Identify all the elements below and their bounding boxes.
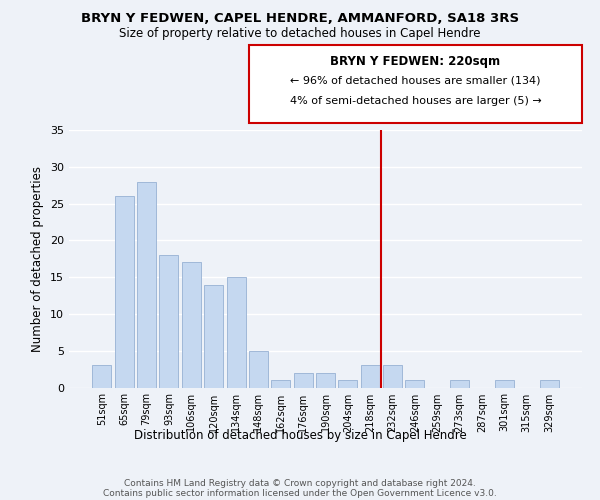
Bar [450,380,469,388]
Text: 4% of semi-detached houses are larger (5) →: 4% of semi-detached houses are larger (5… [290,96,541,106]
Text: BRYN Y FEDWEN: 220sqm: BRYN Y FEDWEN: 220sqm [331,55,500,68]
Bar [227,277,245,388]
Text: BRYN Y FEDWEN, CAPEL HENDRE, AMMANFORD, SA18 3RS: BRYN Y FEDWEN, CAPEL HENDRE, AMMANFORD, … [81,12,519,26]
Bar [137,182,156,388]
Text: Distribution of detached houses by size in Capel Hendre: Distribution of detached houses by size … [134,428,466,442]
Bar [495,380,514,388]
Bar [160,255,178,388]
Bar [361,366,380,388]
Bar [383,366,402,388]
Bar [204,284,223,388]
Text: Contains HM Land Registry data © Crown copyright and database right 2024.: Contains HM Land Registry data © Crown c… [124,480,476,488]
Bar [182,262,201,388]
Bar [115,196,134,388]
Bar [338,380,358,388]
Text: Size of property relative to detached houses in Capel Hendre: Size of property relative to detached ho… [119,28,481,40]
Text: Contains public sector information licensed under the Open Government Licence v3: Contains public sector information licen… [103,490,497,498]
Bar [539,380,559,388]
Bar [406,380,424,388]
Bar [271,380,290,388]
Text: ← 96% of detached houses are smaller (134): ← 96% of detached houses are smaller (13… [290,76,541,86]
Bar [316,373,335,388]
Bar [293,373,313,388]
Y-axis label: Number of detached properties: Number of detached properties [31,166,44,352]
Bar [249,350,268,388]
Bar [92,366,112,388]
